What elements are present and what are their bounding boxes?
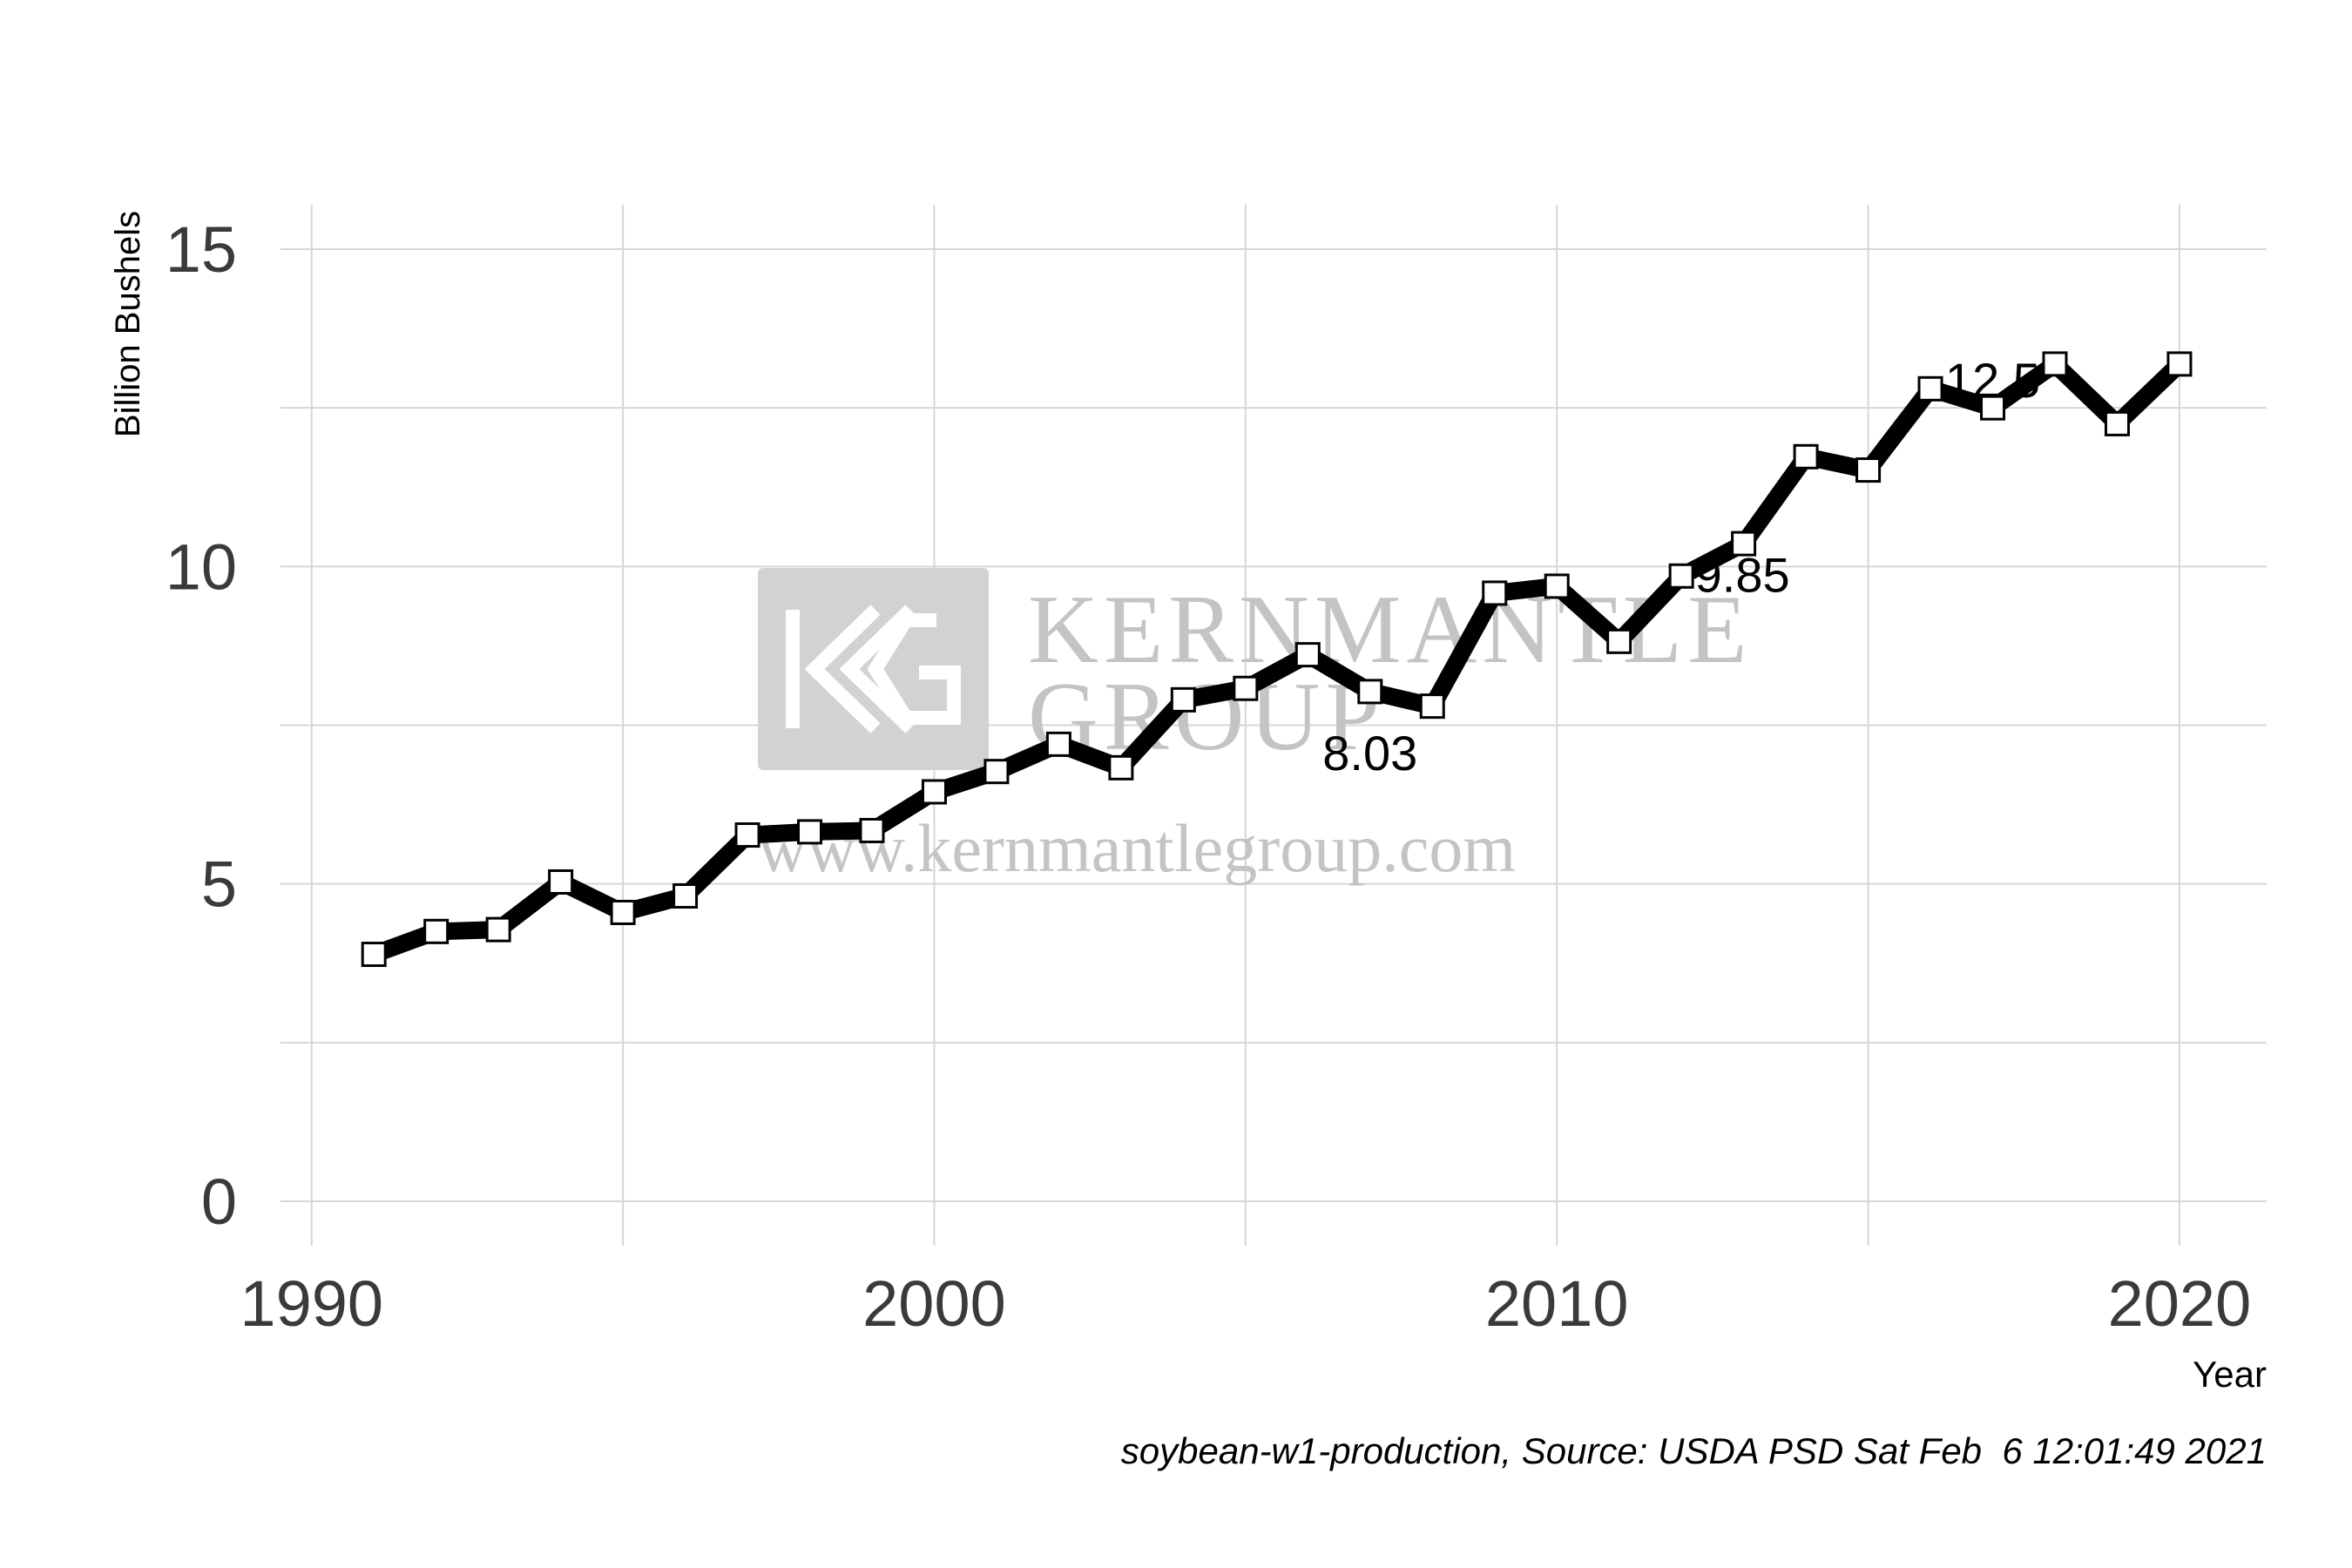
watermark: KERNMANTLE GROUP www.kernmantlegroup.com [758,568,1747,886]
x-axis-title: Year [2193,1354,2267,1395]
data-point [485,916,511,943]
data-point [797,819,823,845]
data-point [1668,563,1694,589]
y-tick-labels: 0 5 10 15 [166,213,237,1238]
data-point [1917,375,1943,402]
data-label: 12.5 [1945,353,2040,408]
data-point [361,942,387,968]
data-point [1544,573,1570,599]
data-point [423,918,449,944]
data-point [672,883,699,909]
series-production [361,351,2193,968]
data-point [2104,410,2130,436]
data-point [610,899,636,925]
x-tick-label: 2010 [1485,1267,1629,1340]
data-point [734,822,760,848]
data-point [1294,642,1321,668]
data-labels: 8.03 9.85 12.5 [1322,353,2040,781]
data-point [1980,395,2006,421]
x-tick-label: 2020 [2108,1267,2252,1340]
data-point [548,868,574,895]
watermark-logo-mark [786,605,961,733]
data-point [1108,754,1134,781]
y-axis-title: Billion Bushels [109,211,147,437]
grid [280,205,2267,1246]
data-point [1482,580,1508,606]
x-tick-label: 2000 [862,1267,1006,1340]
y-tick-label: 5 [201,848,237,921]
data-point [983,759,1010,785]
data-point [1233,675,1259,701]
y-tick-label: 15 [166,213,237,286]
y-tick-label: 0 [201,1166,237,1238]
data-point [859,817,885,843]
data-point [1357,679,1383,705]
data-label: 9.85 [1695,547,1790,602]
data-point [2166,351,2193,377]
data-point [1045,731,1071,757]
x-tick-label: 1990 [240,1267,383,1340]
data-label: 8.03 [1322,726,1417,781]
data-point [1793,443,1819,470]
data-point [1855,457,1882,483]
data-point [1419,693,1445,720]
data-point [1606,628,1632,654]
data-point [1170,686,1196,713]
data-point [2042,351,2068,377]
data-point [921,779,947,805]
chart-caption: soybean-w1-production, Source: USDA PSD … [1121,1430,2267,1471]
data-point [1731,531,1757,557]
x-tick-labels: 1990 2000 2010 2020 [240,1267,2251,1340]
y-tick-label: 10 [166,531,237,603]
